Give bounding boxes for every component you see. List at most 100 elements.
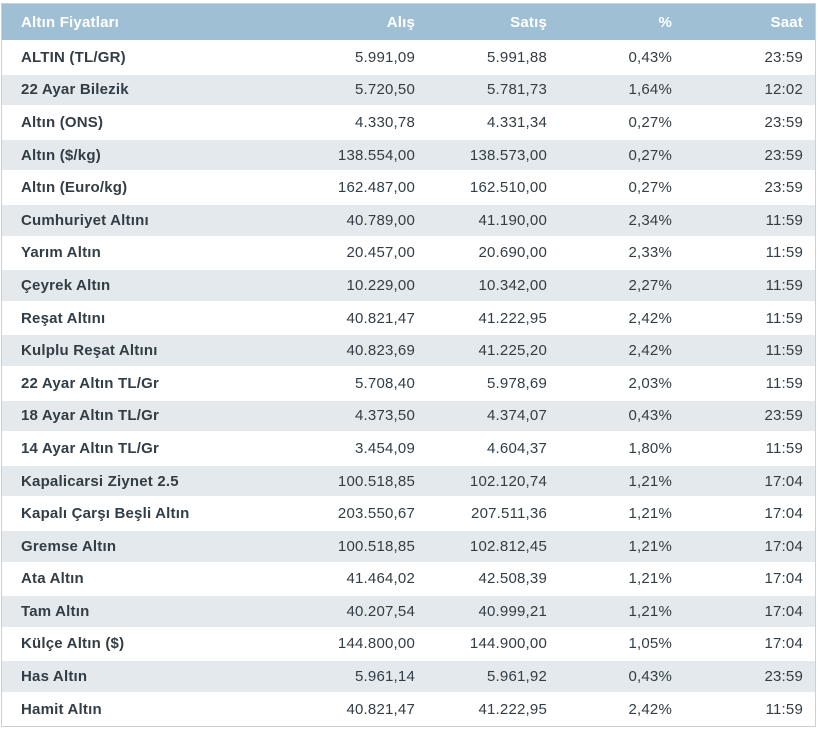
change-percent: 0,27%: [559, 171, 684, 205]
table-row: Kapalicarsi Ziynet 2.5 100.518,85 102.12…: [2, 464, 815, 499]
instrument-name: Külçe Altın ($): [2, 627, 327, 662]
column-header-change: %: [559, 4, 684, 42]
buy-price: 144.800,00: [327, 627, 427, 662]
sell-price: 40.999,21: [427, 595, 559, 629]
sell-price: 10.342,00: [427, 269, 559, 303]
instrument-name: Kapalicarsi Ziynet 2.5: [2, 464, 327, 499]
sell-price: 207.511,36: [427, 497, 559, 531]
change-percent: 1,64%: [559, 73, 684, 108]
buy-price: 5.708,40: [327, 366, 427, 401]
sell-price: 4.604,37: [427, 432, 559, 466]
table-row: Külçe Altın ($) 144.800,00 144.900,00 1,…: [2, 627, 815, 662]
update-time: 23:59: [684, 41, 815, 75]
instrument-name: 18 Ayar Altın TL/Gr: [2, 399, 327, 434]
change-percent: 1,05%: [559, 627, 684, 662]
table-row: Cumhuriyet Altını 40.789,00 41.190,00 2,…: [2, 203, 815, 238]
change-percent: 1,21%: [559, 529, 684, 564]
table-row: ALTIN (TL/GR) 5.991,09 5.991,88 0,43% 23…: [2, 41, 815, 75]
update-time: 11:59: [684, 432, 815, 466]
gold-prices-table-grid: Altın Fiyatları Alış Satış % Saat ALTIN …: [2, 4, 815, 727]
update-time: 23:59: [684, 138, 815, 173]
table-row: Gremse Altın 100.518,85 102.812,45 1,21%…: [2, 529, 815, 564]
change-percent: 2,03%: [559, 366, 684, 401]
instrument-name: Kulplu Reşat Altını: [2, 334, 327, 368]
buy-price: 5.961,14: [327, 660, 427, 694]
sell-price: 4.331,34: [427, 106, 559, 140]
instrument-name: Çeyrek Altın: [2, 269, 327, 303]
sell-price: 41.190,00: [427, 203, 559, 238]
sell-price: 20.690,00: [427, 236, 559, 271]
table-row: Altın (Euro/kg) 162.487,00 162.510,00 0,…: [2, 171, 815, 205]
sell-price: 5.781,73: [427, 73, 559, 108]
instrument-name: Has Altın: [2, 660, 327, 694]
update-time: 17:04: [684, 562, 815, 597]
instrument-name: Yarım Altın: [2, 236, 327, 271]
update-time: 17:04: [684, 595, 815, 629]
update-time: 11:59: [684, 269, 815, 303]
buy-price: 3.454,09: [327, 432, 427, 466]
update-time: 17:04: [684, 529, 815, 564]
gold-prices-table: Altın Fiyatları Alış Satış % Saat ALTIN …: [1, 3, 816, 728]
column-header-time: Saat: [684, 4, 815, 42]
update-time: 17:04: [684, 497, 815, 531]
instrument-name: Hamit Altın: [2, 692, 327, 727]
table-title: Altın Fiyatları: [2, 4, 327, 42]
table-row: Kulplu Reşat Altını 40.823,69 41.225,20 …: [2, 334, 815, 368]
sell-price: 4.374,07: [427, 399, 559, 434]
update-time: 11:59: [684, 301, 815, 336]
change-percent: 0,43%: [559, 41, 684, 75]
change-percent: 0,43%: [559, 660, 684, 694]
buy-price: 40.823,69: [327, 334, 427, 368]
change-percent: 1,80%: [559, 432, 684, 466]
sell-price: 138.573,00: [427, 138, 559, 173]
change-percent: 1,21%: [559, 464, 684, 499]
buy-price: 203.550,67: [327, 497, 427, 531]
table-row: 22 Ayar Bilezik 5.720,50 5.781,73 1,64% …: [2, 73, 815, 108]
sell-price: 41.222,95: [427, 692, 559, 727]
buy-price: 5.720,50: [327, 73, 427, 108]
update-time: 23:59: [684, 660, 815, 694]
table-row: Ata Altın 41.464,02 42.508,39 1,21% 17:0…: [2, 562, 815, 597]
buy-price: 40.821,47: [327, 301, 427, 336]
instrument-name: Tam Altın: [2, 595, 327, 629]
table-row: 18 Ayar Altın TL/Gr 4.373,50 4.374,07 0,…: [2, 399, 815, 434]
instrument-name: Altın (ONS): [2, 106, 327, 140]
table-row: Hamit Altın 40.821,47 41.222,95 2,42% 11…: [2, 692, 815, 727]
buy-price: 40.821,47: [327, 692, 427, 727]
instrument-name: ALTIN (TL/GR): [2, 41, 327, 75]
table-body: ALTIN (TL/GR) 5.991,09 5.991,88 0,43% 23…: [2, 41, 815, 727]
buy-price: 20.457,00: [327, 236, 427, 271]
update-time: 23:59: [684, 106, 815, 140]
table-row: Altın (ONS) 4.330,78 4.331,34 0,27% 23:5…: [2, 106, 815, 140]
table-row: 14 Ayar Altın TL/Gr 3.454,09 4.604,37 1,…: [2, 432, 815, 466]
change-percent: 2,34%: [559, 203, 684, 238]
buy-price: 4.330,78: [327, 106, 427, 140]
update-time: 11:59: [684, 203, 815, 238]
update-time: 11:59: [684, 334, 815, 368]
instrument-name: Reşat Altını: [2, 301, 327, 336]
change-percent: 2,42%: [559, 692, 684, 727]
sell-price: 5.961,92: [427, 660, 559, 694]
buy-price: 40.789,00: [327, 203, 427, 238]
update-time: 12:02: [684, 73, 815, 108]
update-time: 23:59: [684, 399, 815, 434]
change-percent: 0,27%: [559, 138, 684, 173]
update-time: 11:59: [684, 692, 815, 727]
buy-price: 5.991,09: [327, 41, 427, 75]
buy-price: 100.518,85: [327, 529, 427, 564]
table-row: Yarım Altın 20.457,00 20.690,00 2,33% 11…: [2, 236, 815, 271]
instrument-name: Kapalı Çarşı Beşli Altın: [2, 497, 327, 531]
change-percent: 1,21%: [559, 497, 684, 531]
sell-price: 102.812,45: [427, 529, 559, 564]
buy-price: 40.207,54: [327, 595, 427, 629]
instrument-name: Gremse Altın: [2, 529, 327, 564]
buy-price: 4.373,50: [327, 399, 427, 434]
sell-price: 144.900,00: [427, 627, 559, 662]
change-percent: 2,33%: [559, 236, 684, 271]
instrument-name: Altın ($/kg): [2, 138, 327, 173]
table-row: 22 Ayar Altın TL/Gr 5.708,40 5.978,69 2,…: [2, 366, 815, 401]
update-time: 23:59: [684, 171, 815, 205]
sell-price: 41.222,95: [427, 301, 559, 336]
table-row: Reşat Altını 40.821,47 41.222,95 2,42% 1…: [2, 301, 815, 336]
instrument-name: Ata Altın: [2, 562, 327, 597]
